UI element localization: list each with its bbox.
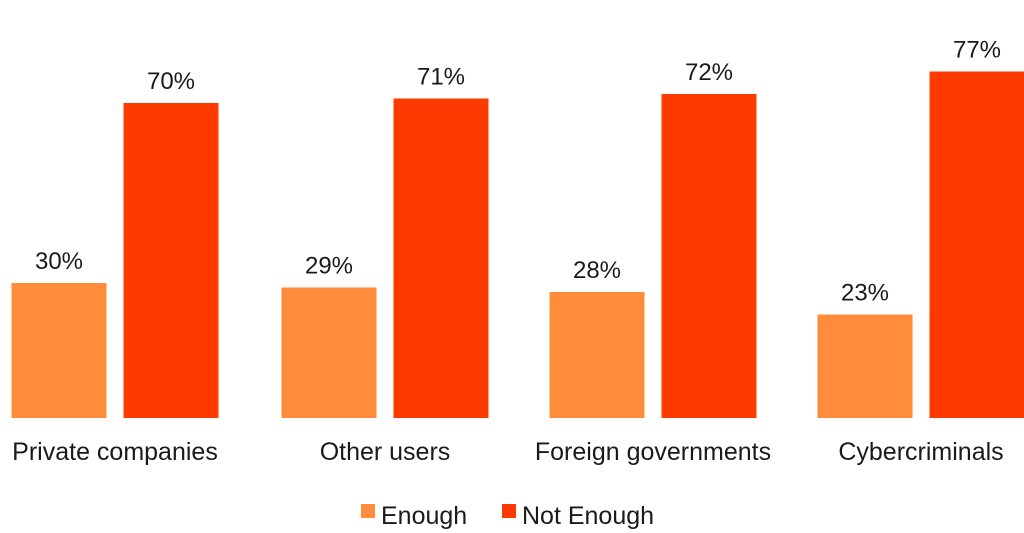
value-label-enough-other-users: 29%: [305, 253, 353, 280]
bar-enough-other-users: [281, 287, 377, 418]
bar-not-enough-foreign-governments: [661, 94, 757, 418]
value-label-not-enough-foreign-governments: 72%: [685, 59, 733, 86]
legend-label-enough: Enough: [381, 502, 467, 530]
value-label-not-enough-cybercriminals: 77%: [953, 37, 1001, 64]
value-label-enough-cybercriminals: 23%: [841, 280, 889, 307]
legend-swatch-enough: [361, 504, 375, 518]
legend-swatch-not-enough: [502, 504, 516, 518]
legend-label-not-enough: Not Enough: [522, 502, 654, 530]
category-label-foreign-governments: Foreign governments: [535, 438, 771, 466]
bar-not-enough-private-companies: [123, 103, 219, 418]
bar-enough-cybercriminals: [817, 314, 913, 418]
bar-enough-private-companies: [11, 283, 107, 418]
value-label-not-enough-other-users: 71%: [417, 64, 465, 91]
value-labels-group: 30% 70% 29% 71% 28% 72% 23% 77%: [35, 37, 1001, 307]
bar-enough-foreign-governments: [549, 292, 645, 418]
value-label-enough-private-companies: 30%: [35, 248, 83, 275]
category-label-private-companies: Private companies: [12, 438, 218, 466]
category-label-other-users: Other users: [320, 438, 451, 466]
category-label-cybercriminals: Cybercriminals: [838, 438, 1003, 466]
bar-not-enough-other-users: [393, 98, 489, 418]
value-label-not-enough-private-companies: 70%: [147, 68, 195, 95]
value-label-enough-foreign-governments: 28%: [573, 257, 621, 284]
category-labels-group: Private companies Other users Foreign gove…: [12, 438, 1003, 466]
bar-not-enough-cybercriminals: [929, 71, 1024, 418]
bars-group: [11, 71, 1024, 418]
legend: Enough Not Enough: [361, 502, 654, 530]
